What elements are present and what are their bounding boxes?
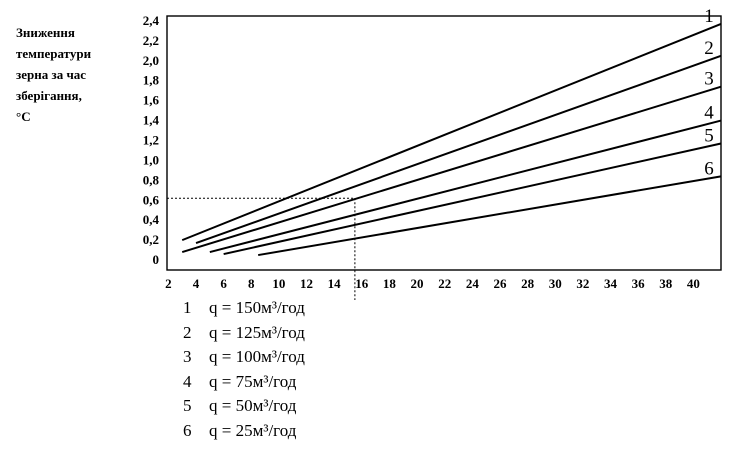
- legend-number: 6: [183, 420, 192, 440]
- legend-number: 1: [183, 298, 192, 317]
- x-tick-label: 18: [383, 276, 397, 291]
- y-axis-label-line: зберігання,: [16, 88, 82, 103]
- y-tick-label: 1,4: [143, 113, 160, 128]
- series-line-5: [223, 142, 722, 256]
- legend-number: 5: [183, 396, 192, 415]
- legend-item-1: 1 q = 150м³/год: [183, 296, 305, 321]
- series-line-1: [181, 23, 722, 242]
- legend-item-4: 4 q = 75м³/год: [183, 370, 305, 395]
- x-tick-label: 16: [355, 276, 369, 291]
- series-label-4: 4: [704, 103, 714, 124]
- y-axis-label-line: зерна за час: [16, 67, 87, 82]
- y-tick-label: 0,4: [143, 212, 160, 227]
- legend-text: q = 50м³/год: [209, 396, 297, 415]
- line-chart: 00,20,40,60,81,01,21,41,61,82,02,22,42 4 6…: [143, 6, 722, 300]
- x-tick-label: 36: [632, 276, 646, 291]
- x-tick-label: 34: [604, 276, 618, 291]
- legend-text: q = 25м³/год: [209, 420, 297, 440]
- y-tick-label: 1,0: [143, 152, 159, 167]
- y-axis-label: Зниження температури зерна за час зберіг…: [16, 22, 134, 127]
- y-tick-label: 2,2: [143, 33, 159, 48]
- y-tick-label: 2,4: [143, 13, 160, 28]
- series-label-2: 2: [704, 38, 714, 59]
- x-tick-label: 22: [438, 276, 451, 291]
- y-tick-label: 1,8: [143, 73, 160, 88]
- x-tick-label: 28: [521, 276, 535, 291]
- y-tick-label: 0,6: [143, 192, 160, 207]
- legend-item-5: 5 q = 50м³/год: [183, 394, 305, 419]
- y-tick-label: 0,2: [143, 232, 159, 247]
- legend-number: 2: [183, 322, 192, 342]
- x-tick-label: 12: [300, 276, 313, 291]
- x-tick-label: 26: [493, 276, 507, 291]
- series-line-3: [181, 85, 722, 254]
- legend-text: q = 125м³/год: [209, 322, 305, 342]
- series-label-3: 3: [704, 69, 714, 90]
- legend-item-3: 3 q = 100м³/год: [183, 345, 305, 370]
- x-tick-label: 24: [466, 276, 480, 291]
- x-tick-label: 14: [328, 276, 342, 291]
- legend-item-6: 6 q = 25м³/год: [183, 419, 305, 444]
- x-tick-label: 8: [248, 276, 255, 291]
- legend-number: 3: [183, 347, 192, 366]
- y-tick-label: 1,2: [143, 133, 159, 148]
- series-label-6: 6: [704, 158, 714, 179]
- legend-item-2: 2 q = 125м³/год: [183, 321, 305, 346]
- y-axis-label-line: Зниження: [16, 25, 75, 40]
- x-tick-label: 2: [165, 276, 172, 291]
- x-tick-label: 4: [193, 276, 200, 291]
- y-axis-label-line: температури: [16, 46, 92, 61]
- legend-text: q = 75м³/год: [209, 371, 297, 391]
- x-tick-label: 20: [411, 276, 424, 291]
- legend: 1 q = 150м³/год 2 q = 125м³/год 3 q = 100м³…: [183, 296, 305, 443]
- x-tick-label: 10: [272, 276, 285, 291]
- series-label-5: 5: [704, 125, 714, 146]
- x-tick-label: 38: [659, 276, 673, 291]
- legend-text: q = 150м³/год: [209, 298, 305, 317]
- y-axis-label-line: °С: [16, 109, 31, 124]
- series-line-2: [195, 54, 722, 245]
- y-tick-label: 2,0: [143, 53, 159, 68]
- y-tick-label: 1,6: [143, 93, 160, 108]
- legend-number: 4: [183, 371, 192, 391]
- series-line-4: [209, 119, 722, 254]
- x-tick-label: 30: [549, 276, 562, 291]
- series-label-1: 1: [704, 6, 714, 27]
- plot-frame: [166, 15, 722, 271]
- x-tick-label: 6: [220, 276, 227, 291]
- series-line-6: [258, 175, 722, 257]
- x-tick-label: 40: [687, 276, 700, 291]
- x-tick-label: 32: [576, 276, 589, 291]
- legend-text: q = 100м³/год: [209, 347, 305, 366]
- y-tick-label: 0,8: [143, 172, 160, 187]
- y-tick-label: 0: [153, 252, 160, 267]
